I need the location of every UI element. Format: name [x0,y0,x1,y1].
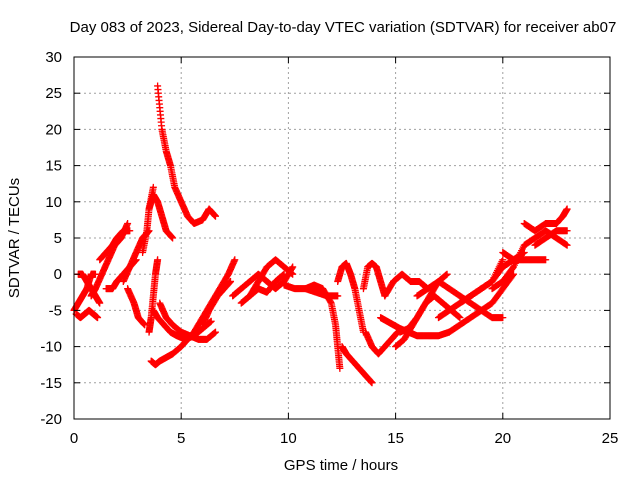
data-point [154,256,162,264]
series-arc-33 [445,270,518,336]
axis-ticks [73,56,611,420]
data-point [94,314,102,322]
data-point [169,234,177,242]
x-axis-tick-labels: 0 5 10 15 20 25 [70,430,619,447]
y-tick-label: 15 [45,158,62,175]
data-point [456,314,464,322]
y-axis-label: SDTVAR / TECUs [6,178,23,298]
series-arc-13 [154,82,220,228]
series-arc-24 [338,343,376,387]
series-arc-17 [199,277,235,329]
data-point [334,292,342,300]
data-point [336,364,344,372]
y-tick-label: 5 [54,230,62,247]
series-arc-36 [499,248,550,264]
y-tick-label: -15 [40,375,62,392]
series-arc-12 [145,256,162,336]
data-point [212,328,220,336]
series-arc-2 [72,306,102,322]
data-point [368,379,376,387]
data-point [563,241,571,249]
series-arc-4 [87,220,132,300]
data-point [126,227,134,235]
x-tick-label: 25 [602,430,619,447]
data-point [96,299,104,307]
series-arc-30 [396,292,464,336]
x-tick-label: 15 [387,430,404,447]
data-point [149,183,157,191]
data-point [443,270,451,278]
y-tick-label: -5 [49,302,62,319]
grid-lines [74,57,610,419]
y-axis-tick-labels: -20 -15 -10 -5 0 5 10 15 20 25 30 [40,49,62,428]
x-tick-label: 10 [280,430,297,447]
data-point [289,270,297,278]
data-point [91,270,99,278]
x-tick-label: 0 [70,430,78,447]
data-point [207,317,215,325]
series-arc-10 [145,191,177,242]
y-tick-label: 0 [54,266,62,283]
series-arc-5 [96,227,134,264]
chart-title: Day 083 of 2023, Sidereal Day-to-day VTE… [70,19,617,36]
series-arc-23 [334,259,367,336]
x-axis-label: GPS time / hours [284,457,398,474]
data-point [231,256,239,264]
data-point [124,220,132,228]
y-tick-label: -10 [40,339,62,356]
series-arc-16 [184,256,239,343]
y-tick-label: -20 [40,411,62,428]
series-arc-28 [381,270,432,300]
data-point [563,205,571,213]
data-point [280,270,288,278]
y-tick-label: 30 [45,49,62,66]
series-arc-22 [302,281,344,372]
y-tick-label: 20 [45,121,62,138]
series-arc-37 [520,205,571,235]
data-point [499,314,507,322]
x-tick-label: 5 [177,430,185,447]
series-arc-38 [531,227,571,249]
y-tick-label: 10 [45,194,62,211]
data-points [70,82,571,387]
data-point [212,212,220,220]
series-arc-26 [362,328,402,358]
series-arc-8 [124,285,149,329]
x-tick-label: 20 [494,430,511,447]
series-arc-11 [147,335,192,369]
data-point [327,298,335,306]
data-point [563,227,571,235]
series-arc-35 [488,227,571,293]
data-point [499,256,507,264]
series-arc-20 [246,270,288,300]
data-point [542,256,550,264]
data-point [227,277,235,285]
y-tick-label: 25 [45,85,62,102]
series-arc-1 [70,270,99,314]
data-point [289,263,297,271]
